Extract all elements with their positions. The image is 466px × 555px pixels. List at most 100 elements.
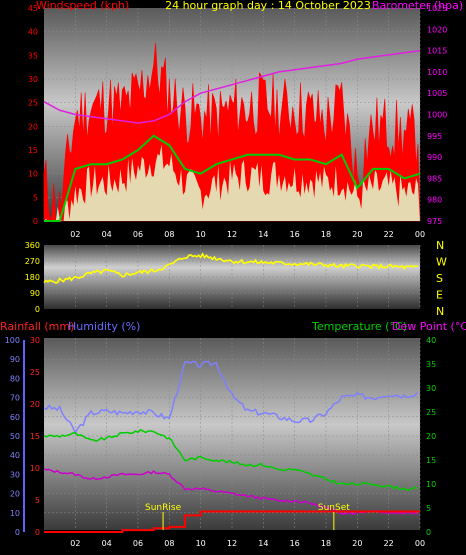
temperature-tick-label: 20 bbox=[426, 432, 436, 441]
barometer-tick-label: 1020 bbox=[427, 25, 447, 34]
direction-tick-label: 90 bbox=[30, 289, 40, 298]
rain-tick-label: 0 bbox=[35, 528, 40, 537]
temperature-series bbox=[43, 360, 420, 533]
barometer-tick-label: 980 bbox=[427, 196, 442, 205]
compass-label: N bbox=[436, 239, 444, 252]
humidity-tick-label: 40 bbox=[10, 451, 20, 460]
humidity-tick-label: 10 bbox=[10, 509, 20, 518]
barometer-tick-label: 995 bbox=[427, 132, 442, 141]
temperature-tick-label: 10 bbox=[426, 480, 436, 489]
humidity-tick-label: 50 bbox=[10, 432, 20, 441]
rain-tick-label: 30 bbox=[30, 336, 40, 345]
x-tick-label: 16 bbox=[290, 230, 300, 239]
speed-series bbox=[44, 144, 420, 221]
compass-label: W bbox=[436, 256, 447, 269]
humidity-tick-label: 100 bbox=[5, 336, 20, 345]
temperature-axis-label: Temperature (°C) bbox=[311, 320, 407, 333]
direction-series bbox=[43, 252, 419, 284]
wind-tick-label: 15 bbox=[28, 146, 38, 155]
wind-tick-label: 25 bbox=[28, 99, 38, 108]
humidity-tick-label: 80 bbox=[10, 374, 20, 383]
barometer-tick-label: 1015 bbox=[427, 47, 447, 56]
wind-tick-label: 35 bbox=[28, 51, 38, 60]
temperature-grid bbox=[44, 338, 421, 530]
wind-tick-label: 45 bbox=[28, 4, 38, 13]
wind-tick-label: 40 bbox=[28, 28, 38, 37]
direction-tick-label: 0 bbox=[35, 305, 40, 314]
wind-tick-label: 0 bbox=[33, 217, 38, 226]
barometer-tick-label: 985 bbox=[427, 174, 442, 183]
x-tick-label: 22 bbox=[384, 230, 394, 239]
x-tick-label: 08 bbox=[164, 230, 174, 239]
humidity-tick-label: 60 bbox=[10, 413, 20, 422]
x-tick-label: 12 bbox=[227, 230, 237, 239]
x-tick-label: 02 bbox=[70, 230, 80, 239]
temperature-tick-label: 0 bbox=[426, 528, 431, 537]
barometer-axis-ticks: 975 980 985 990 995 1000 1005 1010 1015 1020 1025 bbox=[427, 4, 447, 226]
direction-line bbox=[43, 252, 419, 284]
rain-tick-label: 20 bbox=[30, 400, 40, 409]
x-tick-label: 22 bbox=[384, 539, 394, 548]
rain-tick-label: 25 bbox=[30, 368, 40, 377]
wind-x-axis-ticks: 02 04 06 08 10 12 14 16 18 20 22 00 bbox=[70, 230, 425, 239]
x-tick-label: 04 bbox=[102, 539, 112, 548]
barometer-tick-label: 975 bbox=[427, 217, 442, 226]
compass-label: E bbox=[436, 289, 443, 302]
rain-tick-label: 15 bbox=[30, 432, 40, 441]
wind-tick-label: 5 bbox=[33, 193, 38, 202]
humidity-axis-label: Humidity (%) bbox=[68, 320, 140, 333]
rain-tick-label: 10 bbox=[30, 464, 40, 473]
wind-series bbox=[43, 42, 421, 222]
rainfall-line bbox=[44, 510, 420, 533]
compass-label: N bbox=[436, 305, 444, 318]
humidity-tick-label: 20 bbox=[10, 490, 20, 499]
humidity-tick-label: 70 bbox=[10, 394, 20, 403]
barometer-axis-label: Barometer (hpa) bbox=[372, 0, 463, 12]
humidity-tick-label: 0 bbox=[15, 528, 20, 537]
humidity-axis-ticks: 0 10 20 30 40 50 60 70 80 90 100 bbox=[5, 336, 25, 537]
x-tick-label: 14 bbox=[258, 230, 268, 239]
x-tick-label: 00 bbox=[415, 230, 425, 239]
sun-marker-label: SunRise bbox=[145, 503, 182, 513]
direction-tick-label: 270 bbox=[25, 257, 40, 266]
wind-average-line bbox=[44, 134, 421, 222]
x-tick-label: 08 bbox=[164, 539, 174, 548]
temperature-tick-label: 30 bbox=[426, 384, 436, 393]
x-tick-label: 14 bbox=[258, 539, 268, 548]
x-tick-label: 12 bbox=[227, 539, 237, 548]
x-tick-label: 18 bbox=[321, 539, 331, 548]
temperature-x-axis-ticks: 02 04 06 08 10 12 14 16 18 20 22 00 bbox=[70, 539, 425, 548]
x-tick-label: 06 bbox=[133, 230, 143, 239]
dewpoint-line bbox=[43, 468, 418, 515]
x-tick-label: 02 bbox=[70, 539, 80, 548]
temperature-tick-label: 35 bbox=[426, 360, 436, 369]
x-tick-label: 10 bbox=[196, 230, 206, 239]
wind-tick-label: 30 bbox=[28, 75, 38, 84]
x-tick-label: 20 bbox=[352, 230, 362, 239]
x-tick-label: 06 bbox=[133, 539, 143, 548]
humidity-line bbox=[43, 360, 419, 435]
temperature-tick-label: 5 bbox=[426, 504, 431, 513]
x-tick-label: 00 bbox=[415, 539, 425, 548]
x-tick-label: 20 bbox=[352, 539, 362, 548]
wind-axis-ticks: 0 5 10 15 20 25 30 35 40 45 bbox=[28, 4, 38, 226]
wind-axis-label: Windspeed (kph) bbox=[36, 0, 129, 12]
x-tick-label: 16 bbox=[290, 539, 300, 548]
barometer-line bbox=[43, 49, 421, 124]
sun-markers: SunRise SunSet bbox=[145, 503, 350, 530]
direction-tick-label: 180 bbox=[25, 273, 40, 282]
barometer-tick-label: 1010 bbox=[427, 68, 447, 77]
direction-tick-label: 360 bbox=[25, 241, 40, 250]
barometer-tick-label: 990 bbox=[427, 153, 442, 162]
x-tick-label: 10 bbox=[196, 539, 206, 548]
barometer-tick-label: 1005 bbox=[427, 89, 447, 98]
x-tick-label: 18 bbox=[321, 230, 331, 239]
wind-tick-label: 20 bbox=[28, 122, 38, 131]
humidity-tick-label: 90 bbox=[10, 355, 20, 364]
barometer-tick-label: 1000 bbox=[427, 111, 447, 120]
temperature-line bbox=[43, 428, 418, 491]
temperature-tick-label: 25 bbox=[426, 408, 436, 417]
sun-marker-label: SunSet bbox=[318, 503, 350, 513]
